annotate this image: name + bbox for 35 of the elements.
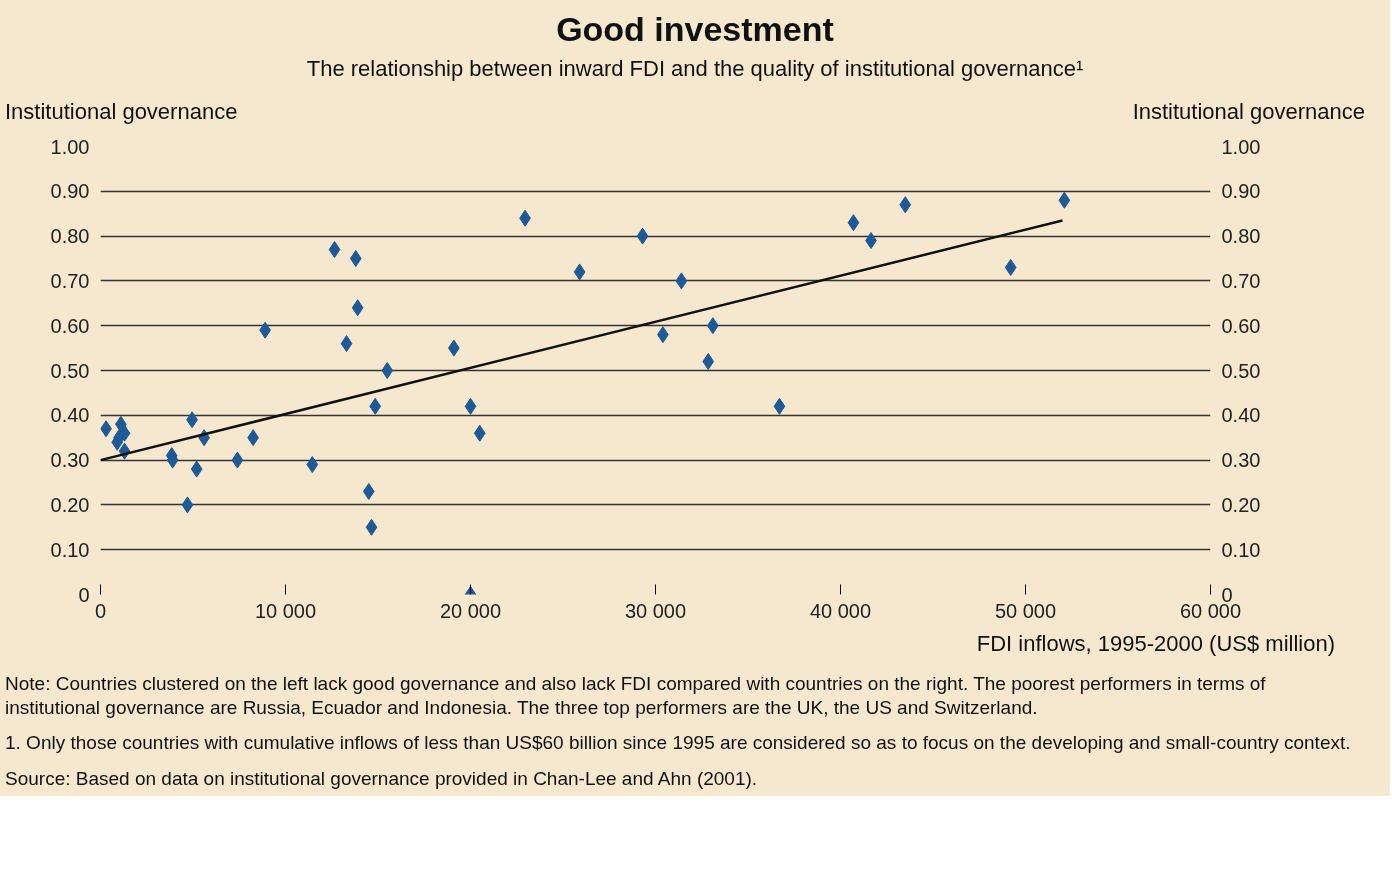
text: Note: Countries clustered on the left lack good governance and also lack FDI compared with countries on the right. The poorest performers in terms of institutional governance are Russia, Ecuador and Indonesia. The three top performers are the UK, the US and Switzerland. [5,671,1267,720]
y2-tick-label: 0.50 [1221,359,1261,382]
x-tick-label: 10 000 [254,599,317,622]
y2-tick-label: 0.60 [1221,315,1261,338]
y-tick-label: 0.50 [50,359,90,382]
y2-tick-label: 0.40 [1221,404,1261,427]
y-tick-label: 0.90 [50,180,90,203]
source-note: Source: Based on data on institutional governance provided in Chan-Lee and Ahn (2001). [5,767,758,791]
y-tick-label: 1.00 [50,135,90,158]
x-axis-title: FDI inflows, 1995-2000 (US$ million) [976,630,1335,659]
text: 1. Only those countries with cumulative inflows of less than US$60 billion since 1995 are considered so as to focus on the developing and small-country context. [5,731,1351,756]
y-tick-label: 0.40 [50,404,90,427]
y-tick-label: 0 [78,583,90,606]
y2-tick-label: 0.10 [1221,539,1261,562]
y2-tick-label: 0.80 [1221,225,1261,248]
x-tick-label: 50 000 [994,599,1057,622]
y2-tick-label: 0.90 [1221,180,1261,203]
y2-tick-label: 0.20 [1221,494,1261,517]
y-tick-label: 0.70 [50,270,90,293]
y-axis-title: Institutional governance [5,98,238,126]
chart-title: Good investment [556,9,834,50]
y-tick-label: 0.30 [50,449,90,472]
y2-tick-label: 0.30 [1221,449,1261,472]
x-tick-label: 40 000 [809,599,872,622]
y-tick-label: 0.60 [50,315,90,338]
y-tick-label: 0.80 [50,225,90,248]
y-tick-label: 0.20 [50,494,90,517]
y2-tick-label: 0.70 [1221,270,1261,293]
x-tick-label: 30 000 [624,599,687,622]
y2-tick-label: 1.00 [1221,135,1261,158]
chart-subtitle: The relationship between inward FDI and the quality of institutional governance¹ [306,54,1084,83]
y-tick-label: 0.10 [50,539,90,562]
y2-axis-title: Institutional governance [1132,98,1365,126]
x-tick-label: 20 000 [439,599,502,622]
x-tick-label: 0 [94,599,107,622]
